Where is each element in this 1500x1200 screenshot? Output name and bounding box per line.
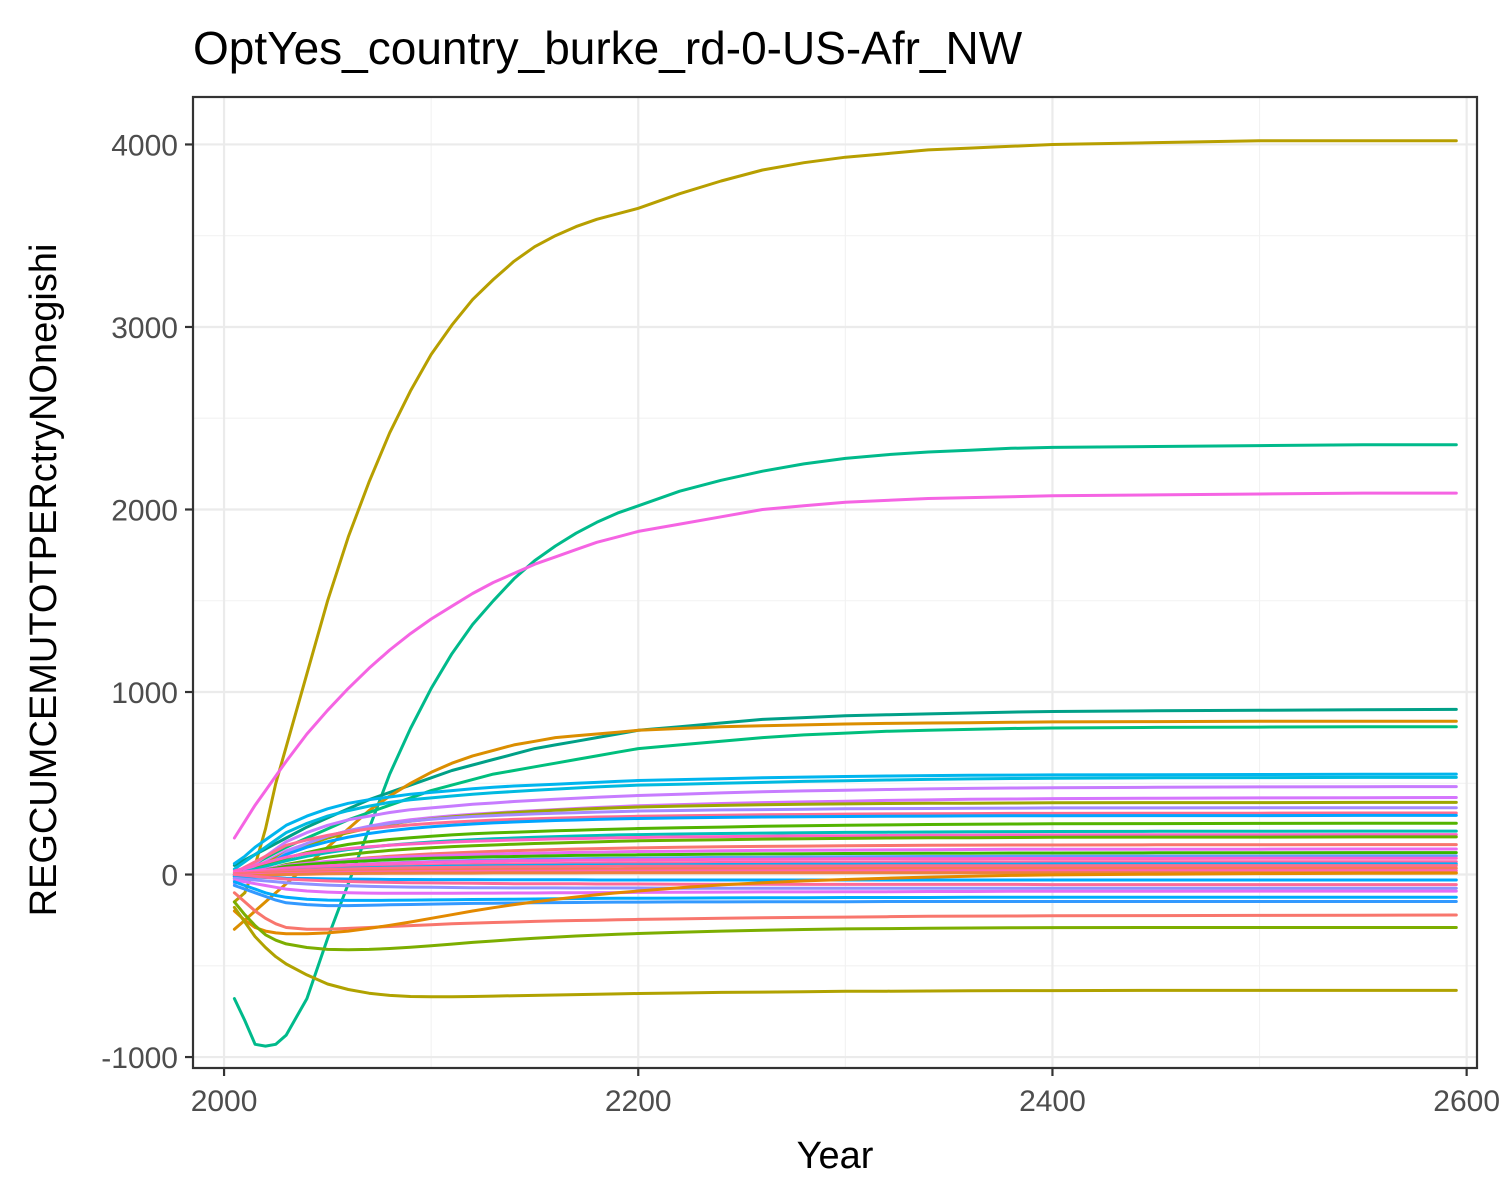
series-line-6 xyxy=(232,725,1458,876)
series-line-38 xyxy=(232,900,1458,952)
series-line-16 xyxy=(232,829,1458,876)
series-line-33 xyxy=(232,878,1458,895)
series-line-26 xyxy=(232,864,1458,876)
y-tick-label: 3000 xyxy=(111,312,178,345)
y-axis-title: REGCUMCEMUTOTPERctryNOnegishi xyxy=(23,244,65,917)
series-line-9 xyxy=(232,785,1458,878)
minor-gridlines xyxy=(193,97,1477,1068)
y-tick-label: 4000 xyxy=(111,129,178,162)
series-line-11 xyxy=(232,800,1458,880)
series-line-17 xyxy=(232,833,1458,873)
series-line-39 xyxy=(232,905,1458,999)
chart-title: OptYes_country_burke_rd-0-US-Afr_NW xyxy=(193,22,1023,74)
plot-panel xyxy=(191,95,1479,1070)
series-line-21 xyxy=(232,851,1458,877)
major-gridlines xyxy=(193,97,1477,1068)
series-line-3 xyxy=(232,491,1458,840)
series-line-13 xyxy=(232,811,1458,875)
series-line-14 xyxy=(232,813,1458,882)
panel-border xyxy=(191,95,1479,1070)
y-tick-label: 0 xyxy=(161,860,178,893)
x-tick-label: 2000 xyxy=(191,1085,258,1118)
series-line-12 xyxy=(232,806,1458,886)
series-line-23 xyxy=(232,856,1458,875)
series-line-2 xyxy=(232,443,1458,1048)
x-axis-title: Year xyxy=(797,1135,874,1177)
x-tick-label: 2200 xyxy=(605,1085,672,1118)
y-tick-label: 2000 xyxy=(111,494,178,527)
x-tick-label: 2400 xyxy=(1019,1085,1086,1118)
x-tick-label: 2600 xyxy=(1433,1085,1500,1118)
series-line-37 xyxy=(232,871,1458,936)
series-line-32 xyxy=(232,876,1458,890)
series-line-7 xyxy=(232,772,1458,866)
series-line-29 xyxy=(232,871,1458,878)
y-tick-label: 1000 xyxy=(111,677,178,710)
series-line-4 xyxy=(232,707,1458,867)
y-axis: -1000 0 1000 2000 3000 4000 xyxy=(101,129,193,1075)
x-axis: 2000 2200 2400 2600 xyxy=(191,1068,1500,1118)
series-line-31 xyxy=(232,873,1458,887)
series-line-36 xyxy=(232,891,1458,931)
series-line-8 xyxy=(232,775,1458,871)
series-line-18 xyxy=(232,835,1458,880)
series-line-1 xyxy=(232,139,1458,904)
series-lines xyxy=(232,139,1458,1048)
series-line-35 xyxy=(232,884,1458,908)
y-tick-label: -1000 xyxy=(101,1042,178,1075)
